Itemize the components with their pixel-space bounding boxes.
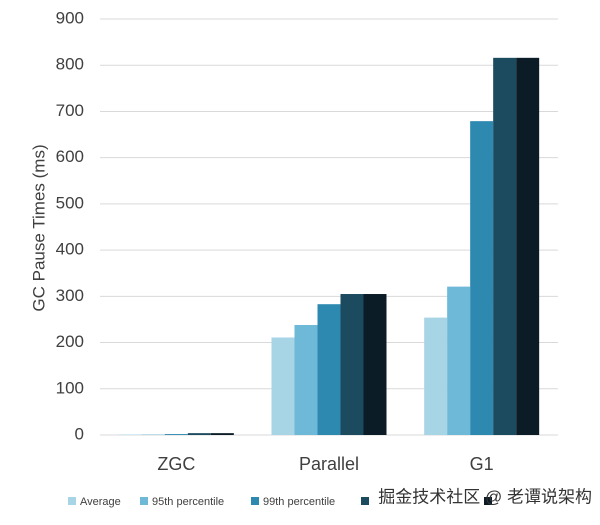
bar bbox=[340, 294, 364, 435]
bar bbox=[447, 286, 471, 435]
y-tick-label: 100 bbox=[56, 378, 84, 397]
bar bbox=[294, 324, 318, 435]
legend-label: 99th percentile bbox=[263, 496, 335, 508]
bar bbox=[187, 433, 211, 435]
bar bbox=[164, 434, 188, 435]
x-tick-label: G1 bbox=[470, 454, 494, 474]
legend-swatch bbox=[68, 497, 76, 505]
bar bbox=[516, 57, 540, 436]
bar bbox=[363, 294, 387, 435]
y-tick-label: 200 bbox=[56, 332, 84, 351]
bar bbox=[317, 304, 341, 435]
legend-swatch bbox=[361, 497, 369, 505]
y-tick-label: 300 bbox=[56, 286, 84, 305]
y-tick-label: 700 bbox=[56, 101, 84, 120]
y-tick-label: 0 bbox=[75, 424, 84, 443]
legend-swatch bbox=[484, 497, 492, 505]
y-tick-label: 500 bbox=[56, 193, 84, 212]
bar bbox=[470, 121, 494, 435]
x-tick-label: ZGC bbox=[157, 454, 195, 474]
bar bbox=[424, 317, 448, 435]
legend-swatch bbox=[140, 497, 148, 505]
bar bbox=[271, 337, 295, 435]
legend-label: 95th percentile bbox=[152, 496, 224, 508]
bar bbox=[210, 433, 234, 435]
legend-label: Average bbox=[80, 496, 121, 508]
y-tick-label: 900 bbox=[56, 8, 84, 27]
y-tick-label: 600 bbox=[56, 147, 84, 166]
y-axis-title: GC Pause Times (ms) bbox=[29, 144, 48, 311]
y-tick-label: 400 bbox=[56, 240, 84, 259]
bar bbox=[493, 57, 517, 436]
y-tick-label: 800 bbox=[56, 55, 84, 74]
legend-swatch bbox=[251, 497, 259, 505]
x-tick-label: Parallel bbox=[299, 454, 359, 474]
watermark: 掘金技术社区 @ 老谭说架构 bbox=[378, 487, 592, 506]
